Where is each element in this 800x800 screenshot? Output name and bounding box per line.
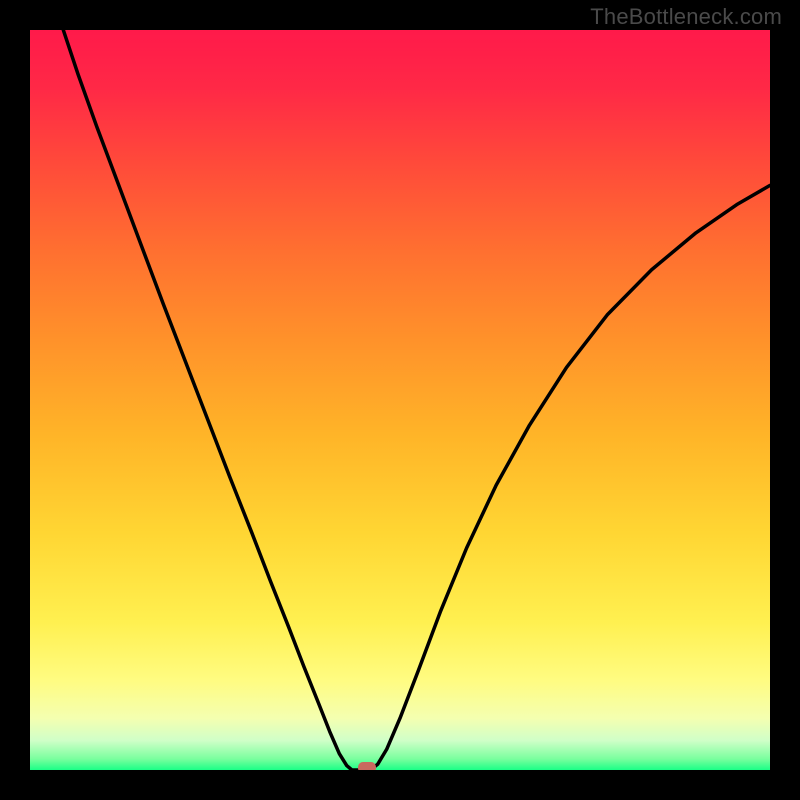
watermark-text: TheBottleneck.com xyxy=(590,4,782,30)
bottleneck-curve xyxy=(30,30,770,770)
optimal-point-marker xyxy=(358,762,376,770)
chart-plot-area xyxy=(30,30,770,770)
